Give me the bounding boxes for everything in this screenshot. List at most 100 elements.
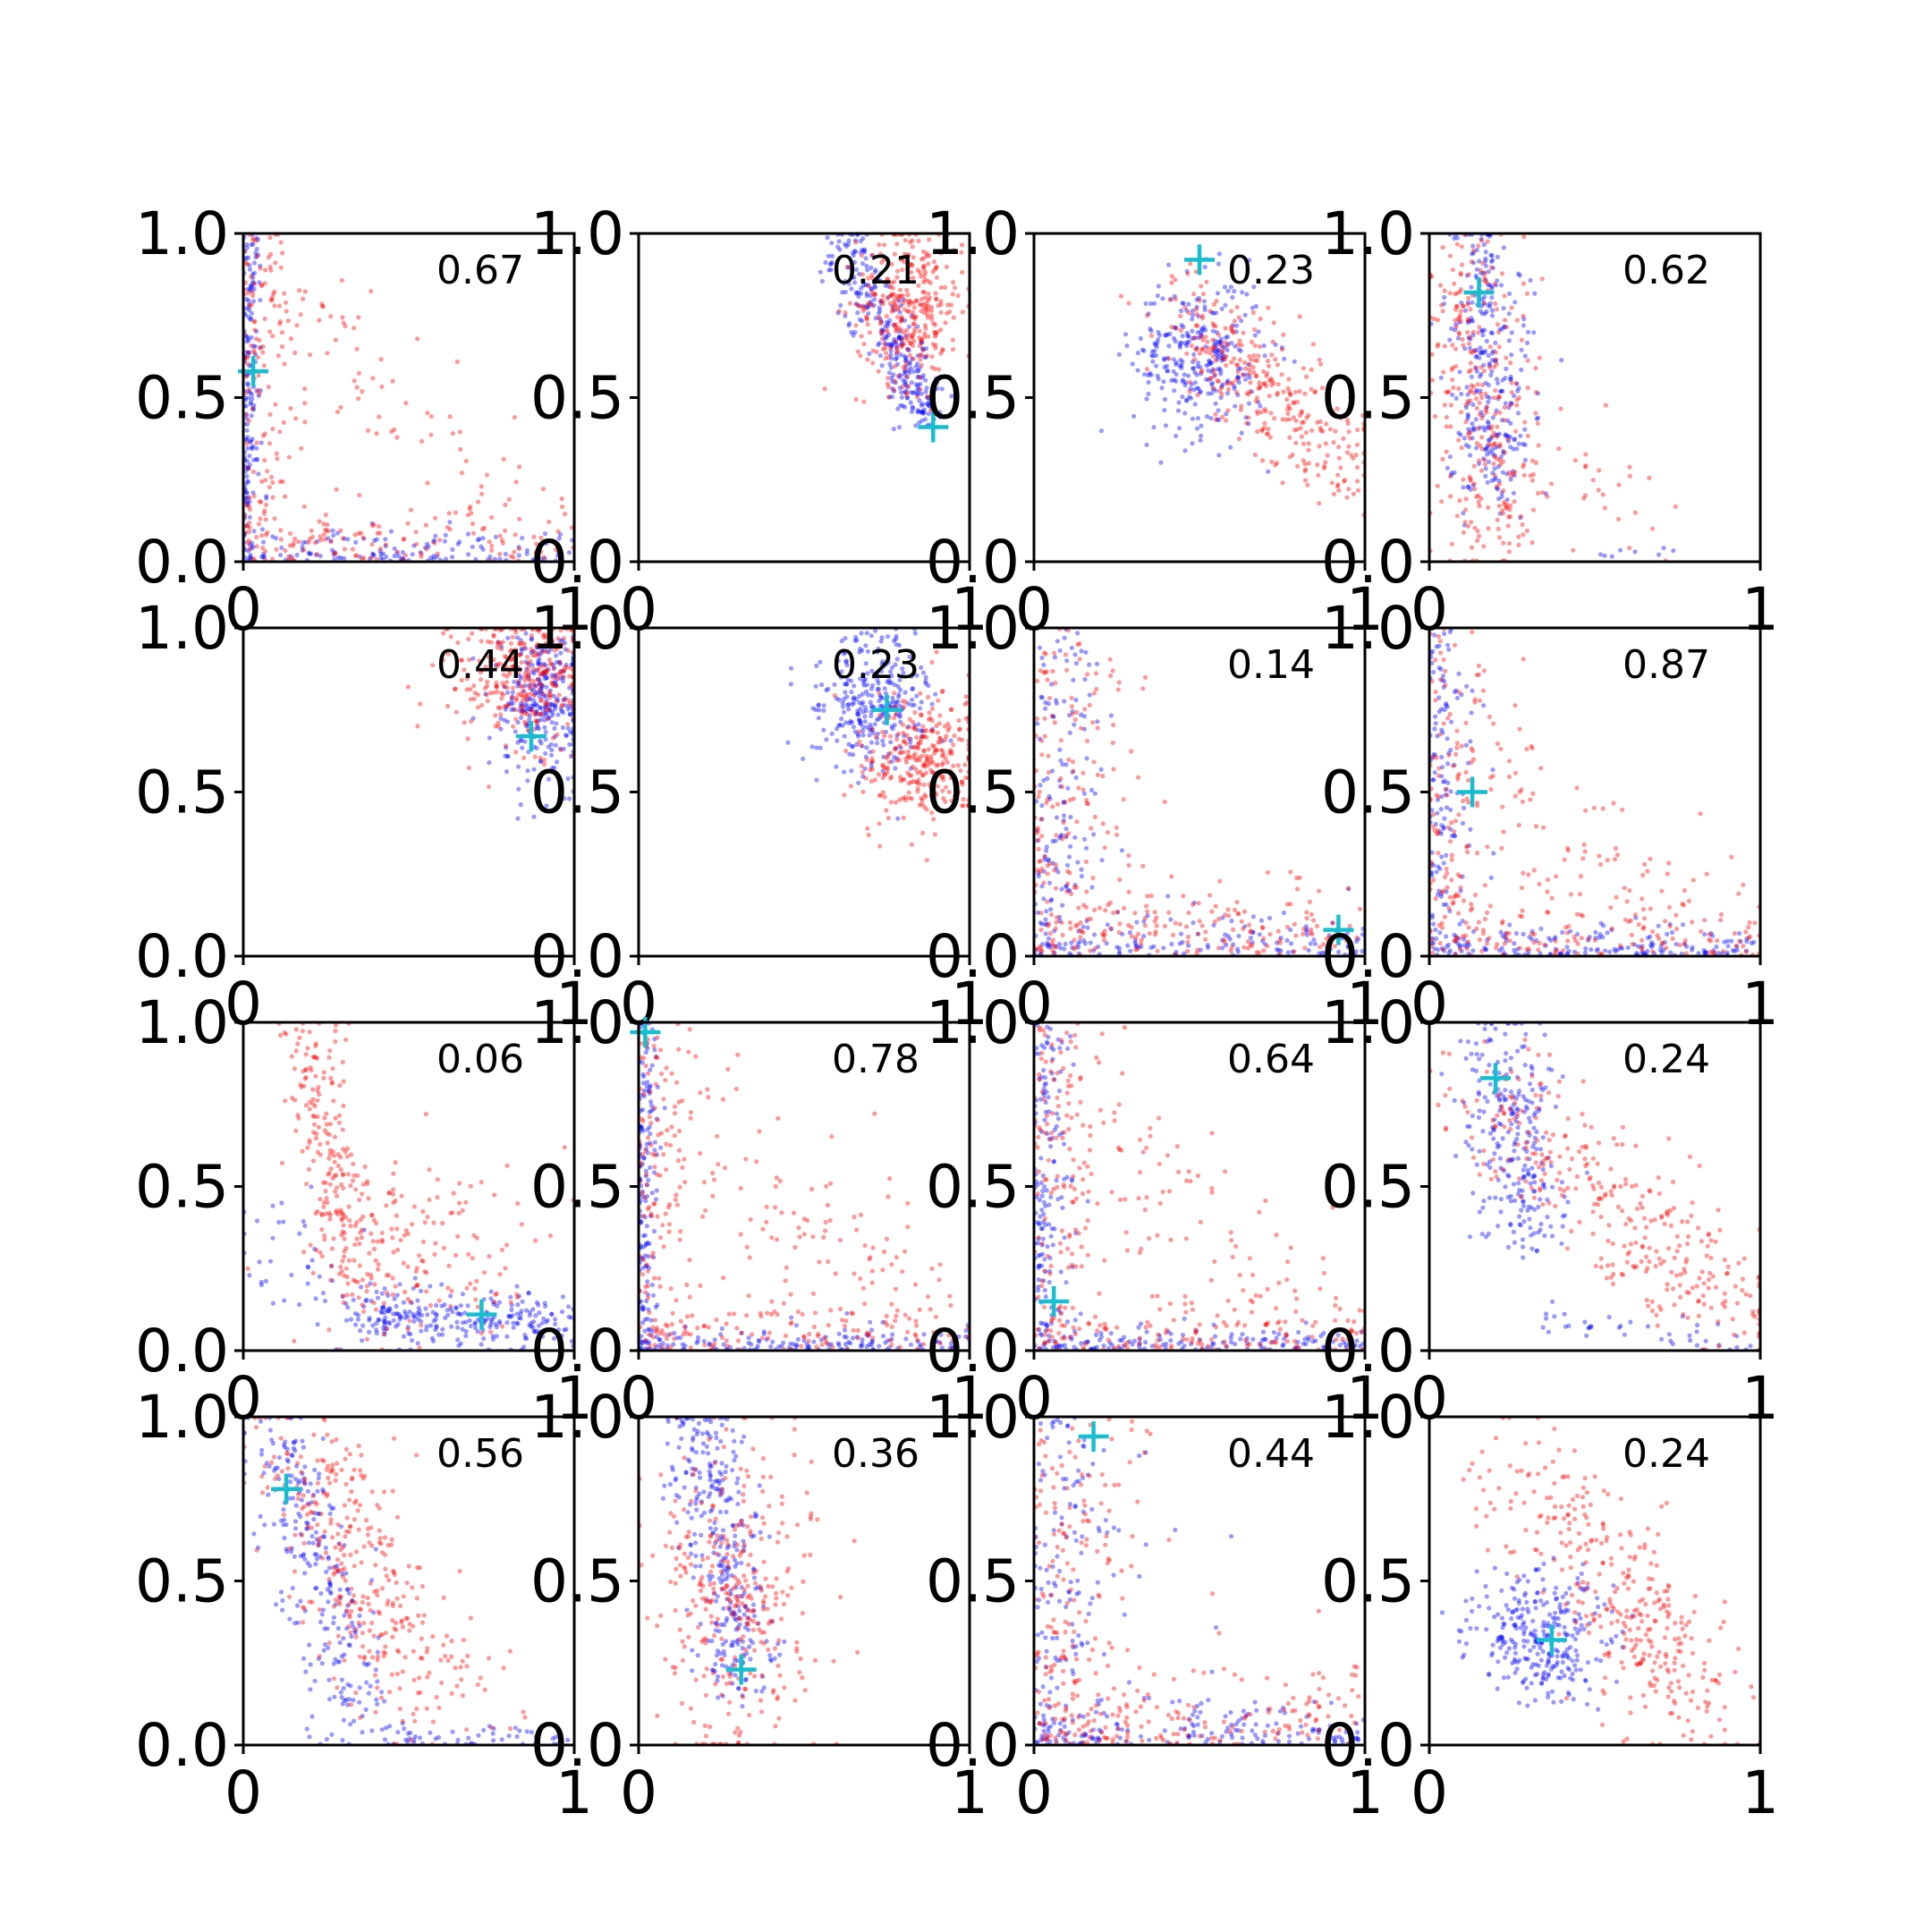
scatter-point-blue — [877, 278, 883, 284]
scatter-point-blue — [1151, 944, 1157, 949]
scatter-point-red — [880, 790, 886, 795]
scatter-point-red — [1051, 943, 1056, 948]
scatter-point-red — [356, 530, 361, 536]
scatter-point-blue — [856, 712, 861, 717]
scatter-point-red — [1659, 888, 1665, 894]
scatter-point-red — [1059, 920, 1064, 926]
scatter-point-blue — [877, 716, 882, 722]
scatter-point-blue — [1189, 382, 1194, 387]
scatter-point-blue — [885, 679, 890, 685]
scatter-point-blue — [544, 709, 549, 716]
scatter-point-red — [1608, 905, 1614, 911]
scatter-point-blue — [917, 398, 922, 403]
scatter-point-blue — [1148, 326, 1153, 332]
scatter-point-red — [1275, 392, 1280, 397]
scatter-point-blue — [1068, 843, 1073, 850]
scatter-point-red — [1114, 825, 1119, 830]
scatter-point-red — [1080, 770, 1086, 775]
scatter-point-red — [251, 281, 257, 287]
scatter-point-blue — [1168, 297, 1174, 302]
scatter-point-blue — [1236, 380, 1241, 386]
scatter-point-blue — [543, 750, 548, 757]
scatter-point-red — [1292, 949, 1297, 954]
scatter-point-red — [922, 761, 928, 767]
scatter-point-blue — [1452, 235, 1457, 242]
scatter-point-blue — [1560, 929, 1565, 935]
scatter-point-blue — [840, 700, 845, 706]
scatter-point-red — [1267, 435, 1273, 440]
scatter-point-blue — [1317, 951, 1322, 956]
scatter-point-blue — [1506, 405, 1512, 411]
scatter-point-red — [905, 292, 911, 298]
scatter-point-blue — [433, 533, 438, 538]
scatter-point-blue — [1486, 459, 1491, 464]
scatter-point-red — [1674, 926, 1680, 932]
scatter-point-red — [1556, 446, 1562, 452]
scatter-point-red — [860, 304, 865, 309]
scatter-point-red — [1468, 478, 1473, 484]
scatter-point-red — [945, 727, 951, 733]
scatter-point-red — [1572, 937, 1578, 944]
scatter-point-blue — [1467, 429, 1472, 435]
scatter-point-red — [1481, 668, 1487, 674]
scatter-point-red — [889, 774, 894, 779]
scatter-point-blue — [1050, 714, 1055, 719]
scatter-point-blue — [1503, 931, 1508, 936]
scatter-point-red — [401, 537, 406, 542]
scatter-point-blue — [1483, 258, 1488, 264]
scatter-point-blue — [855, 708, 860, 714]
scatter-point-blue — [1168, 917, 1174, 922]
scatter-point-blue — [1439, 854, 1445, 860]
scatter-point-red — [1500, 919, 1505, 924]
scatter-point-red — [1077, 641, 1082, 647]
scatter-point-blue — [1453, 395, 1459, 401]
scatter-point-red — [869, 275, 876, 281]
scatter-point-red — [885, 754, 891, 759]
scatter-point-red — [1468, 307, 1473, 312]
series-blue — [470, 628, 574, 821]
scatter-point-red — [1506, 470, 1512, 476]
scatter-point-red — [865, 826, 870, 831]
scatter-point-blue — [1462, 346, 1468, 352]
scatter-point-blue — [1470, 928, 1477, 935]
scatter-point-blue — [877, 704, 883, 709]
scatter-point-red — [1266, 305, 1271, 310]
scatter-point-red — [1500, 459, 1505, 464]
scatter-point-blue — [889, 680, 894, 685]
scatter-point-red — [1572, 458, 1578, 463]
scatter-point-blue — [1512, 947, 1517, 953]
scatter-point-red — [1465, 318, 1471, 324]
scatter-point-blue — [1070, 769, 1075, 775]
scatter-point-blue — [857, 717, 862, 723]
scatter-point-red — [530, 709, 535, 715]
scatter-point-red — [938, 327, 944, 333]
scatter-point-blue — [1178, 308, 1184, 314]
scatter-point-blue — [1437, 930, 1443, 936]
scatter-point-blue — [834, 696, 839, 701]
scatter-point-red — [538, 535, 544, 541]
scatter-point-red — [1477, 411, 1482, 417]
scatter-point-red — [256, 372, 261, 378]
scatter-point-blue — [821, 703, 826, 708]
scatter-point-red — [1194, 311, 1199, 317]
scatter-point-red — [865, 357, 870, 362]
scatter-point-red — [1084, 738, 1090, 744]
scatter-point-red — [902, 251, 908, 257]
scatter-point-red — [428, 414, 434, 419]
scatter-point-red — [842, 792, 847, 798]
scatter-point-red — [1219, 349, 1224, 354]
scatter-point-blue — [1088, 940, 1093, 945]
scatter-point-blue — [248, 438, 253, 444]
scatter-point-blue — [245, 372, 250, 377]
scatter-point-red — [1482, 278, 1487, 284]
scatter-point-red — [1075, 922, 1080, 928]
scatter-point-blue — [911, 369, 917, 375]
scatter-point-red — [452, 686, 457, 692]
scatter-point-red — [278, 265, 284, 270]
scatter-point-red — [562, 665, 568, 670]
scatter-point-red — [1209, 346, 1215, 352]
scatter-point-blue — [923, 377, 928, 383]
scatter-point-red — [1299, 409, 1304, 414]
scatter-point-red — [928, 280, 933, 285]
scatter-point-red — [911, 329, 917, 335]
